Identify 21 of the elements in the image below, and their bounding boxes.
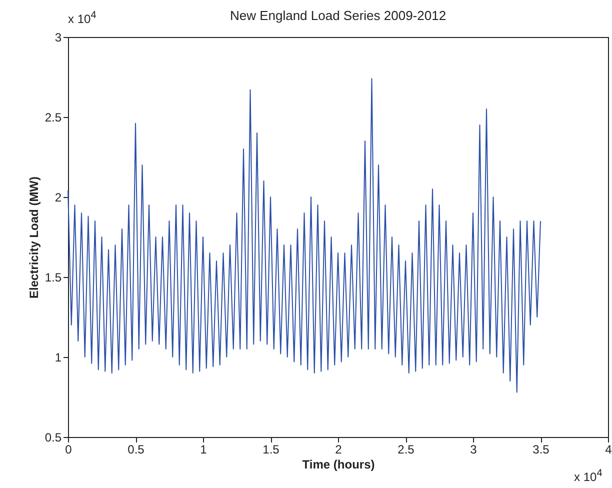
y-tick-label: 3	[54, 30, 62, 44]
y-tick-label: 0.5	[44, 430, 62, 444]
x-tick-label: 2	[335, 442, 342, 456]
x-tick-label: 2.5	[398, 442, 415, 456]
x-axis-title: Time (hours)	[302, 458, 375, 472]
line-series	[68, 78, 541, 393]
y-tick-label: 1	[54, 350, 62, 364]
y-axis-title: Electricity Load (MW)	[26, 176, 41, 299]
chart-title: New England Load Series 2009-2012	[230, 8, 446, 23]
x-tick-label: 3.5	[532, 442, 550, 456]
x-tick-label: 1	[200, 442, 208, 456]
y-tick-label: 2.5	[44, 110, 62, 124]
x-tick-label: 3	[470, 442, 478, 456]
x-tick-label: 1.5	[262, 442, 280, 456]
x-tick-label: 4	[605, 442, 612, 456]
y-tick-label: 1.5	[44, 270, 62, 284]
text: x 10$^{4}$	[574, 468, 602, 484]
x-tick-label: 0	[65, 442, 72, 456]
y-tick-label: 2	[54, 190, 62, 204]
text: x 10$^{4}$	[68, 10, 96, 26]
x-tick-label: 0.5	[128, 442, 145, 456]
